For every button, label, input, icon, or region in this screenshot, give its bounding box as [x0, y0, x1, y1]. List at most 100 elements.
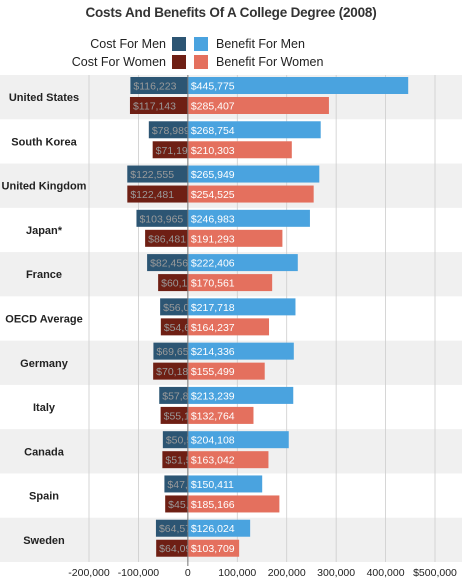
- bar-cost_women: [160, 318, 188, 336]
- bar-label-benefit_men: $222,406: [191, 258, 235, 270]
- bar-label-benefit_women: $170,561: [191, 278, 235, 290]
- bar-benefit_men: [187, 386, 294, 404]
- category-label: Spain: [29, 491, 59, 503]
- bar-cost_men: [162, 431, 188, 449]
- x-tick-label: -100,000: [118, 567, 160, 579]
- bar-cost_men: [155, 519, 188, 537]
- bar-label-benefit_men: $217,718: [191, 302, 235, 314]
- legend-label-benefit-men: Benefit For Men: [216, 37, 305, 51]
- bar-cost_men: [147, 254, 188, 272]
- bar-benefit_men: [187, 342, 294, 360]
- bar-label-benefit_men: $246,983: [191, 213, 235, 225]
- bar-cost_men: [164, 475, 188, 493]
- bar-label-benefit_women: $191,293: [191, 233, 235, 245]
- x-tick-label: 300,000: [317, 567, 355, 579]
- category-label: Italy: [33, 402, 56, 414]
- bar-label-cost_men: $82,456: [150, 258, 188, 270]
- bar-cost_women: [160, 406, 188, 424]
- bar-benefit_women: [187, 362, 265, 380]
- chart-title: Costs And Benefits Of A College Degree (…: [85, 5, 377, 20]
- bar-benefit_men: [187, 298, 296, 316]
- category-label: France: [26, 269, 62, 281]
- bar-benefit_men: [187, 254, 298, 272]
- bar-label-benefit_women: $185,166: [191, 499, 235, 511]
- legend-label-benefit-women: Benefit For Women: [216, 55, 324, 69]
- bar-label-benefit_men: $268,754: [191, 125, 235, 137]
- bar-label-benefit_women: $163,042: [191, 455, 235, 467]
- bar-cost_men: [160, 298, 188, 316]
- bar-label-cost_men: $122,555: [130, 169, 174, 181]
- bar-cost_women: [158, 274, 188, 292]
- bar-cost_men: [148, 121, 188, 139]
- category-label: South Korea: [11, 136, 77, 148]
- legend-label-cost-men: Cost For Men: [90, 37, 166, 51]
- bar-benefit_women: [187, 141, 292, 159]
- bar-label-benefit_women: $210,303: [191, 145, 235, 157]
- bar-benefit_women: [187, 539, 240, 557]
- category-label: Canada: [24, 446, 65, 458]
- x-tick-label: 0: [185, 567, 191, 579]
- x-tick-label: 400,000: [367, 567, 405, 579]
- legend-swatch-benefit-men: [194, 37, 208, 51]
- bar-label-benefit_men: $204,108: [191, 435, 235, 447]
- bar-cost_men: [127, 165, 188, 183]
- bar-label-cost_women: $71,199: [156, 145, 194, 157]
- bar-benefit_women: [187, 185, 314, 203]
- legend-swatch-cost-men: [172, 37, 186, 51]
- bar-label-benefit_women: $103,709: [191, 543, 235, 555]
- bar-label-cost_men: $69,654: [156, 346, 194, 358]
- bar-benefit_women: [187, 97, 329, 114]
- bar-benefit_men: [187, 77, 409, 94]
- bar-cost_men: [136, 209, 188, 227]
- bar-label-benefit_men: $445,775: [191, 81, 235, 93]
- bar-cost_women: [156, 539, 188, 557]
- category-label: Japan*: [26, 225, 63, 237]
- category-label: Germany: [20, 358, 69, 370]
- bar-cost_women: [162, 451, 188, 469]
- category-label: Sweden: [23, 535, 65, 547]
- x-tick-label: 200,000: [268, 567, 306, 579]
- bar-label-benefit_women: $285,407: [191, 101, 235, 113]
- category-label: OECD Average: [5, 314, 82, 326]
- bar-benefit_men: [187, 121, 321, 139]
- bar-cost_men: [130, 77, 188, 94]
- bar-cost_women: [165, 495, 188, 513]
- bar-label-benefit_women: $254,525: [191, 189, 235, 201]
- bar-label-cost_men: $103,965: [139, 213, 183, 225]
- bar-benefit_men: [187, 519, 251, 537]
- bar-label-cost_women: $86,481: [148, 233, 186, 245]
- bar-label-benefit_men: $213,239: [191, 390, 235, 402]
- bar-cost_men: [153, 342, 188, 360]
- bar-cost_women: [153, 362, 188, 380]
- bar-label-benefit_women: $164,237: [191, 322, 235, 334]
- category-label: United Kingdom: [2, 181, 87, 193]
- bar-label-cost_women: $122,481: [130, 189, 174, 201]
- legend-swatch-benefit-women: [194, 55, 208, 69]
- bar-cost_women: [127, 185, 188, 203]
- bar-benefit_women: [187, 318, 270, 336]
- legend-swatch-cost-women: [172, 55, 186, 69]
- category-label: United States: [9, 92, 79, 104]
- bar-benefit_women: [187, 229, 283, 247]
- x-tick-label: $500,000: [413, 567, 457, 579]
- bar-label-benefit_women: $132,764: [191, 410, 235, 422]
- bar-cost_women: [145, 229, 188, 247]
- x-tick-label: -200,000: [68, 567, 110, 579]
- bar-benefit_women: [187, 451, 269, 469]
- bar-label-benefit_men: $150,411: [191, 479, 234, 491]
- bar-benefit_men: [187, 209, 310, 227]
- legend-label-cost-women: Cost For Women: [71, 55, 166, 69]
- bar-label-cost_women: $70,185: [156, 366, 194, 378]
- bar-cost_women: [129, 97, 188, 114]
- bar-benefit_men: [187, 431, 289, 449]
- bar-benefit_women: [187, 406, 254, 424]
- bar-label-cost_men: $116,223: [133, 81, 176, 93]
- x-tick-label: 100,000: [218, 567, 256, 579]
- bar-cost_women: [152, 141, 188, 159]
- bar-label-benefit_men: $214,336: [191, 346, 235, 358]
- bar-label-benefit_men: $265,949: [191, 169, 235, 181]
- bar-label-benefit_women: $155,499: [191, 366, 235, 378]
- bar-benefit_men: [187, 475, 263, 493]
- bar-label-cost_women: $117,143: [133, 101, 176, 113]
